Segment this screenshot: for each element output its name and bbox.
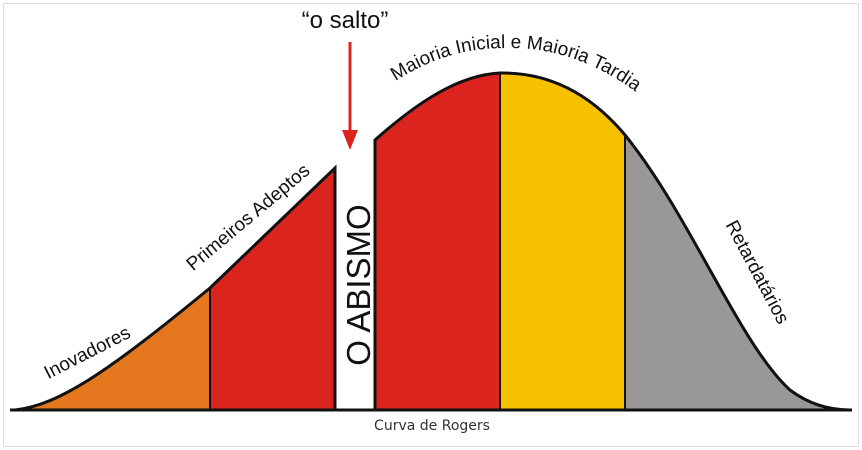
late-majority-area bbox=[500, 72, 625, 411]
early-adopters-area bbox=[210, 168, 335, 410]
chasm-label: O ABISMO bbox=[340, 204, 377, 365]
early-majority-area bbox=[375, 73, 500, 410]
laggards-area bbox=[625, 135, 850, 410]
jump-label: “o salto” bbox=[302, 7, 389, 34]
caption: Curva de Rogers bbox=[374, 418, 490, 434]
innovators-area bbox=[15, 288, 210, 410]
left-curve bbox=[14, 164, 337, 412]
outlines bbox=[10, 71, 852, 412]
arrow-head bbox=[342, 130, 358, 150]
